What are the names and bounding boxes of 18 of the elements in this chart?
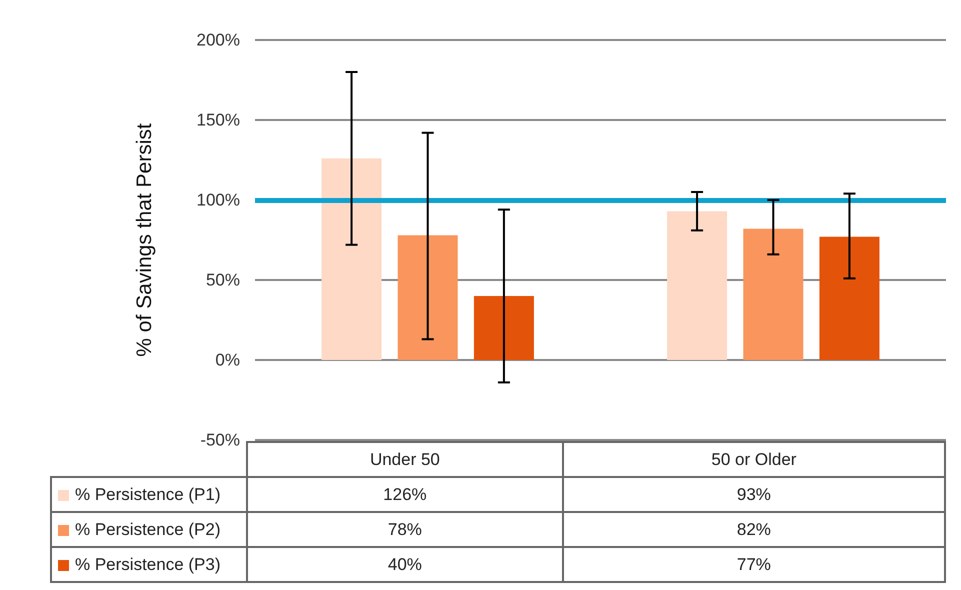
legend-label: % Persistence (P2) (51, 512, 247, 547)
data-label: 126% (247, 477, 563, 512)
data-label: 82% (562, 512, 945, 547)
data-label: 77% (562, 547, 945, 582)
y-tick-label: 150% (196, 110, 240, 130)
legend-label: % Persistence (P3) (51, 547, 247, 582)
y-tick-label: -50% (200, 430, 240, 450)
legend-label: % Persistence (P1) (51, 477, 247, 512)
y-tick-label: 200% (196, 30, 240, 50)
data-label: 93% (562, 477, 945, 512)
data-label: 40% (247, 547, 563, 582)
x-tick-label: Under 50 (247, 442, 563, 477)
y-tick-label: 100% (196, 190, 240, 210)
x-tick-label: 50 or Older (562, 442, 945, 477)
y-tick-label: 0% (215, 350, 240, 370)
y-axis-title: % of Savings that Persist (133, 123, 156, 357)
y-tick-label: 50% (206, 270, 240, 290)
data-label: 78% (247, 512, 563, 547)
